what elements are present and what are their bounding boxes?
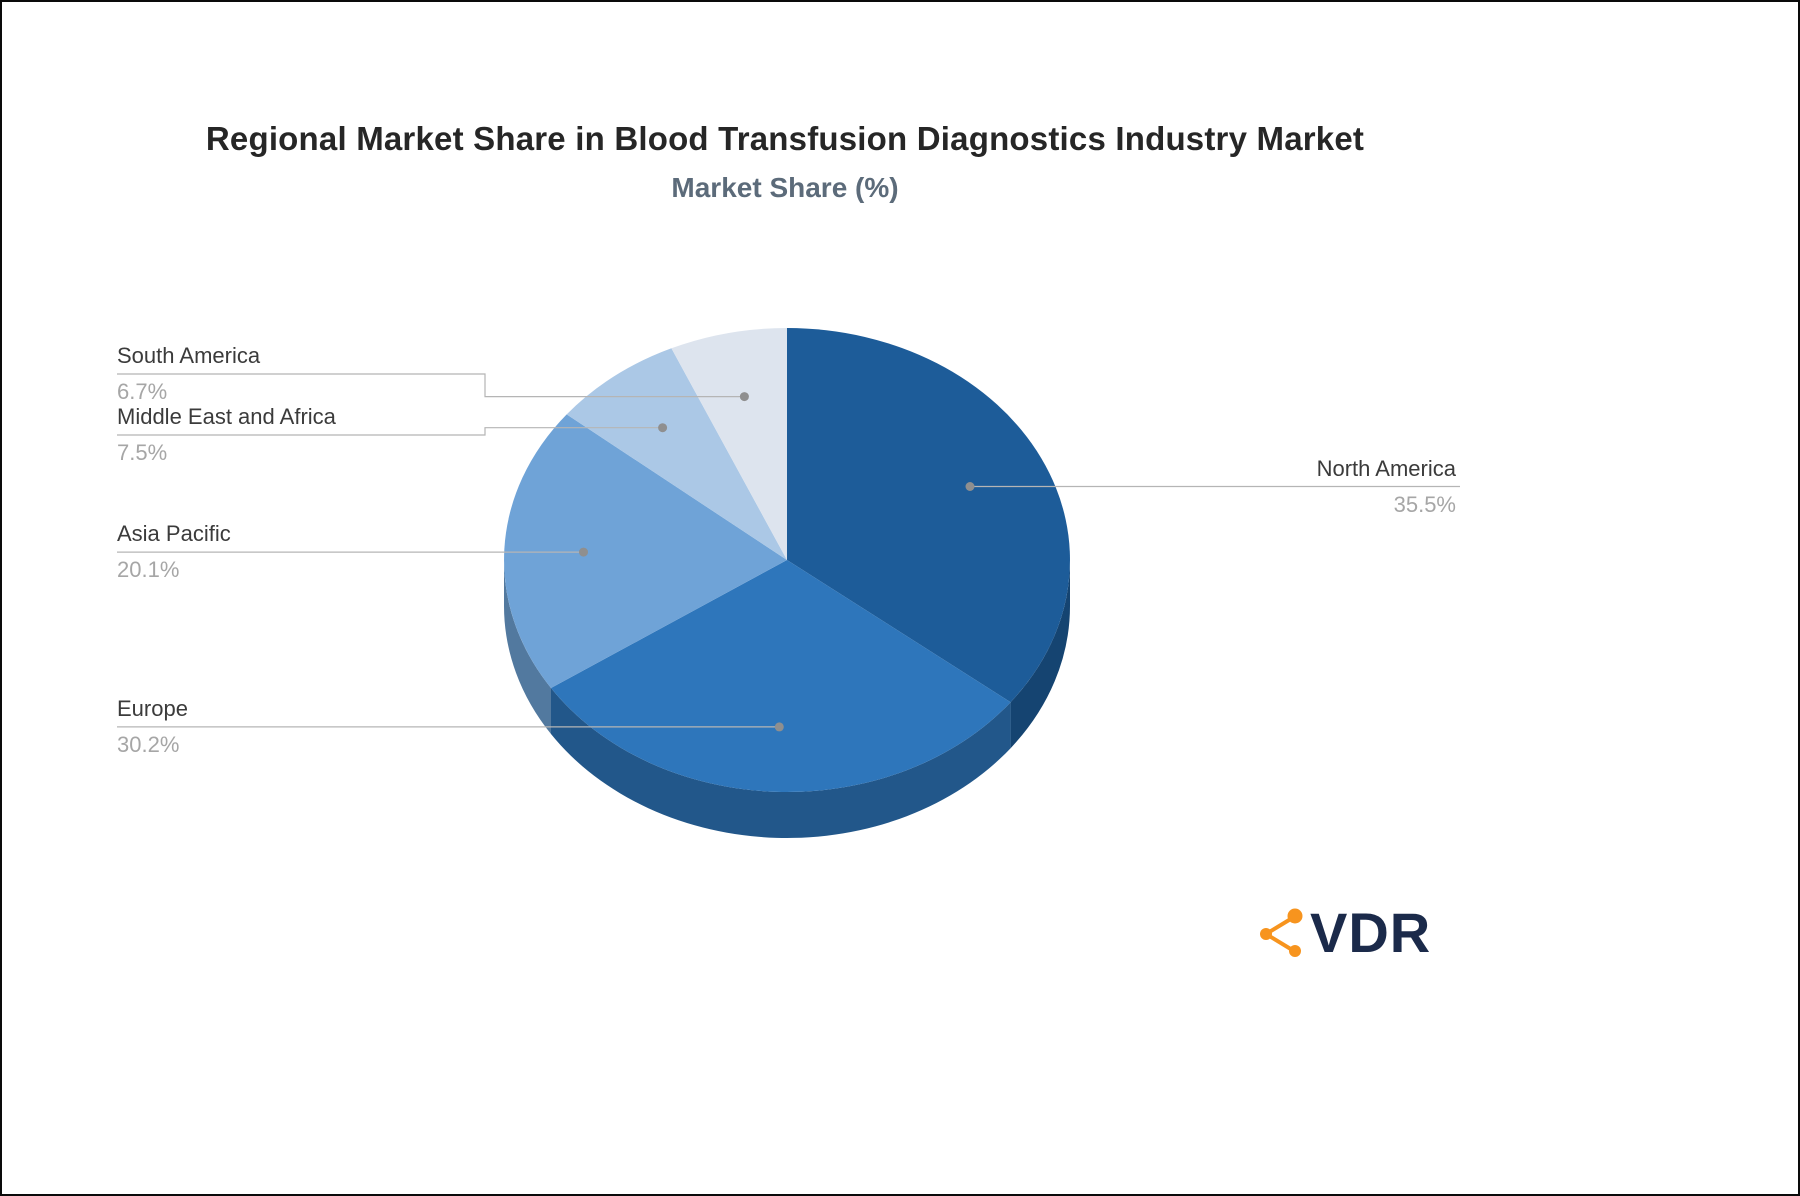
slice-label-south-america: South America 6.7% <box>117 339 260 409</box>
leader-line-south-america <box>117 373 745 398</box>
pie-slice-rim-north-america <box>1010 560 1070 749</box>
vdr-logo: VDR <box>1258 900 1431 965</box>
leader-dot-europe <box>774 722 784 732</box>
slice-label-value: 20.1% <box>117 557 180 582</box>
pie-slice-rim-europe <box>551 688 1011 838</box>
chart-subtitle: Market Share (%) <box>671 172 899 203</box>
slice-label-name: Middle East and Africa <box>117 404 336 429</box>
pie-slice-europe <box>551 560 1011 792</box>
logo-node-top <box>1287 908 1303 923</box>
leader-dot-middle-east-and-africa <box>658 423 668 433</box>
pie-slice-rim-asia-pacific <box>504 560 551 734</box>
vdr-logo-icon <box>1260 908 1303 957</box>
vdr-logo-text: VDR <box>1310 901 1432 964</box>
pie-slice-middle-east-and-africa <box>566 348 787 560</box>
pie-slice-south-america <box>671 328 787 560</box>
chart-header: Regional Market Share in Blood Transfusi… <box>2 120 1568 204</box>
logo-node-left <box>1260 927 1272 940</box>
logo-node-bottom <box>1289 944 1301 957</box>
slice-label-value: 7.5% <box>117 440 168 465</box>
slice-label-name: South America <box>117 343 261 368</box>
slice-label-value: 35.5% <box>1393 492 1456 517</box>
slice-label-name: Asia Pacific <box>117 521 231 546</box>
slice-label-name: Europe <box>117 696 188 721</box>
pie-slice-asia-pacific <box>504 414 787 688</box>
slice-label-value: 30.2% <box>117 732 180 757</box>
slice-label-asia-pacific: Asia Pacific 20.1% <box>117 517 231 587</box>
slice-label-middle-east-and-africa: Middle East and Africa 7.5% <box>117 400 336 470</box>
slice-label-europe: Europe 30.2% <box>117 692 188 762</box>
slice-label-name: North America <box>1316 456 1456 481</box>
leader-dot-asia-pacific <box>579 547 588 557</box>
slice-label-north-america: North America 35.5% <box>1317 452 1456 522</box>
leader-dot-north-america <box>965 482 975 491</box>
chart-title: Regional Market Share in Blood Transfusi… <box>205 120 1365 157</box>
leader-line-middle-east-and-africa <box>117 427 663 436</box>
leader-dot-south-america <box>739 392 749 402</box>
slice-label-value: 6.7% <box>117 379 168 404</box>
pie-slice-north-america <box>787 328 1070 703</box>
